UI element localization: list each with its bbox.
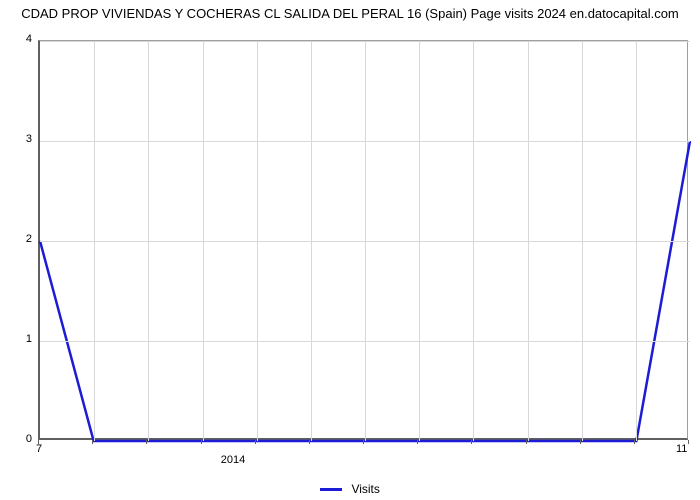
x-center-label: 2014 — [213, 454, 253, 466]
gridline-v — [365, 41, 366, 441]
x-minor-tick — [201, 440, 202, 444]
x-minor-tick — [526, 440, 527, 444]
y-tick-label: 3 — [16, 133, 32, 145]
x-left-label: 7 — [36, 443, 42, 455]
gridline-v — [311, 41, 312, 441]
chart-title: CDAD PROP VIVIENDAS Y COCHERAS CL SALIDA… — [0, 6, 700, 22]
x-minor-tick — [688, 440, 689, 444]
legend: Visits — [0, 482, 700, 496]
gridline-v — [473, 41, 474, 441]
gridline-v — [582, 41, 583, 441]
x-minor-tick — [417, 440, 418, 444]
x-minor-tick — [580, 440, 581, 444]
gridline-v — [636, 41, 637, 441]
x-minor-tick — [363, 440, 364, 444]
legend-swatch — [320, 488, 342, 491]
plot-area — [38, 40, 688, 440]
y-tick-label: 4 — [16, 33, 32, 45]
x-minor-tick — [255, 440, 256, 444]
y-tick-label: 1 — [16, 333, 32, 345]
gridline-v — [203, 41, 204, 441]
x-minor-tick — [38, 440, 39, 444]
x-minor-tick — [634, 440, 635, 444]
x-minor-tick — [146, 440, 147, 444]
x-minor-tick — [471, 440, 472, 444]
x-right-label: 11 — [676, 443, 687, 455]
gridline-v — [528, 41, 529, 441]
gridline-v — [257, 41, 258, 441]
y-tick-label: 0 — [16, 433, 32, 445]
x-minor-tick — [309, 440, 310, 444]
gridline-v — [94, 41, 95, 441]
chart-container: CDAD PROP VIVIENDAS Y COCHERAS CL SALIDA… — [0, 0, 700, 500]
legend-label: Visits — [351, 482, 379, 496]
y-tick-label: 2 — [16, 233, 32, 245]
gridline-v — [419, 41, 420, 441]
gridline-v — [148, 41, 149, 441]
x-minor-tick — [92, 440, 93, 444]
